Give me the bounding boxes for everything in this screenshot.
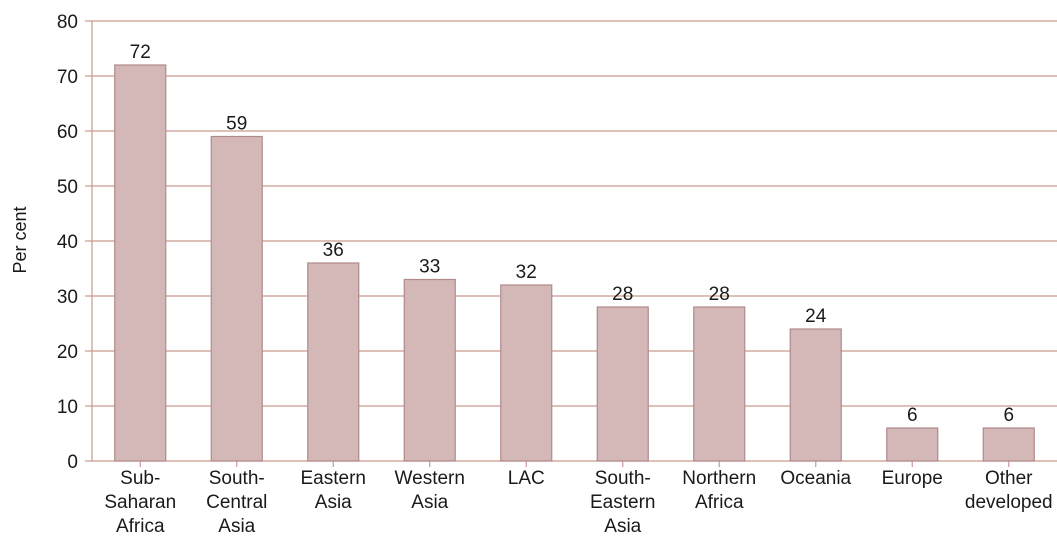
x-category-label: Asia xyxy=(604,516,641,536)
x-category-label: Asia xyxy=(218,516,255,536)
x-category-label: South- xyxy=(595,468,651,489)
x-category-label: developed xyxy=(965,492,1053,513)
bar xyxy=(693,306,746,462)
x-category-label: Africa xyxy=(116,516,165,536)
bar-value-label: 59 xyxy=(226,114,247,135)
x-category-label: Saharan xyxy=(104,492,176,513)
x-category-label: Eastern xyxy=(590,492,655,513)
x-category-label: South- xyxy=(209,468,265,489)
x-category-label: Sub- xyxy=(120,468,160,489)
y-tick-label: 70 xyxy=(57,67,78,88)
bar xyxy=(886,427,939,462)
bar-value-label: 28 xyxy=(709,284,730,305)
x-axis-categories: Sub- Saharan Africa South- Central Asia Easter… xyxy=(104,468,1052,536)
bar xyxy=(789,328,842,462)
x-category-label: Asia xyxy=(411,492,448,513)
y-tick-label: 60 xyxy=(57,122,78,143)
bar xyxy=(596,306,649,462)
y-tick-label: 10 xyxy=(57,397,78,418)
data-labels: 72 59 36 33 32 28 28 24 6 6 xyxy=(130,42,1014,426)
y-tick-label: 0 xyxy=(67,452,78,473)
y-axis-ticks: 0 10 20 30 40 50 60 70 80 xyxy=(57,12,78,473)
bar xyxy=(982,427,1035,462)
y-tick-label: 80 xyxy=(57,12,78,33)
bar xyxy=(403,278,456,462)
bar-value-label: 33 xyxy=(419,257,440,278)
x-category-label: Africa xyxy=(695,492,744,513)
bar-value-label: 24 xyxy=(805,306,827,327)
y-tick-label: 50 xyxy=(57,177,78,198)
x-category-label: Other xyxy=(985,468,1033,489)
x-category-label: Western xyxy=(395,468,465,489)
x-category-label: Northern xyxy=(682,468,756,489)
y-tick-label: 30 xyxy=(57,287,78,308)
bar-value-label: 6 xyxy=(907,405,918,426)
bar-value-label: 72 xyxy=(130,42,151,63)
y-tick-label: 20 xyxy=(57,342,78,363)
x-category-label: Eastern xyxy=(301,468,366,489)
bar-value-label: 6 xyxy=(1003,405,1014,426)
bar xyxy=(210,135,263,462)
x-category-label: Asia xyxy=(315,492,352,513)
x-category-label: Europe xyxy=(882,468,943,489)
y-tick-label: 40 xyxy=(57,232,78,253)
bars xyxy=(114,64,1035,462)
bar xyxy=(500,284,553,462)
x-category-label: Central xyxy=(206,492,267,513)
bar xyxy=(307,262,360,462)
bar-value-label: 32 xyxy=(516,262,537,283)
x-category-label: Oceania xyxy=(780,468,851,489)
bar-value-label: 36 xyxy=(323,240,344,261)
x-category-label: LAC xyxy=(508,468,545,489)
y-axis-title: Per cent xyxy=(10,206,30,273)
bar-value-label: 28 xyxy=(612,284,633,305)
bar xyxy=(114,64,167,462)
